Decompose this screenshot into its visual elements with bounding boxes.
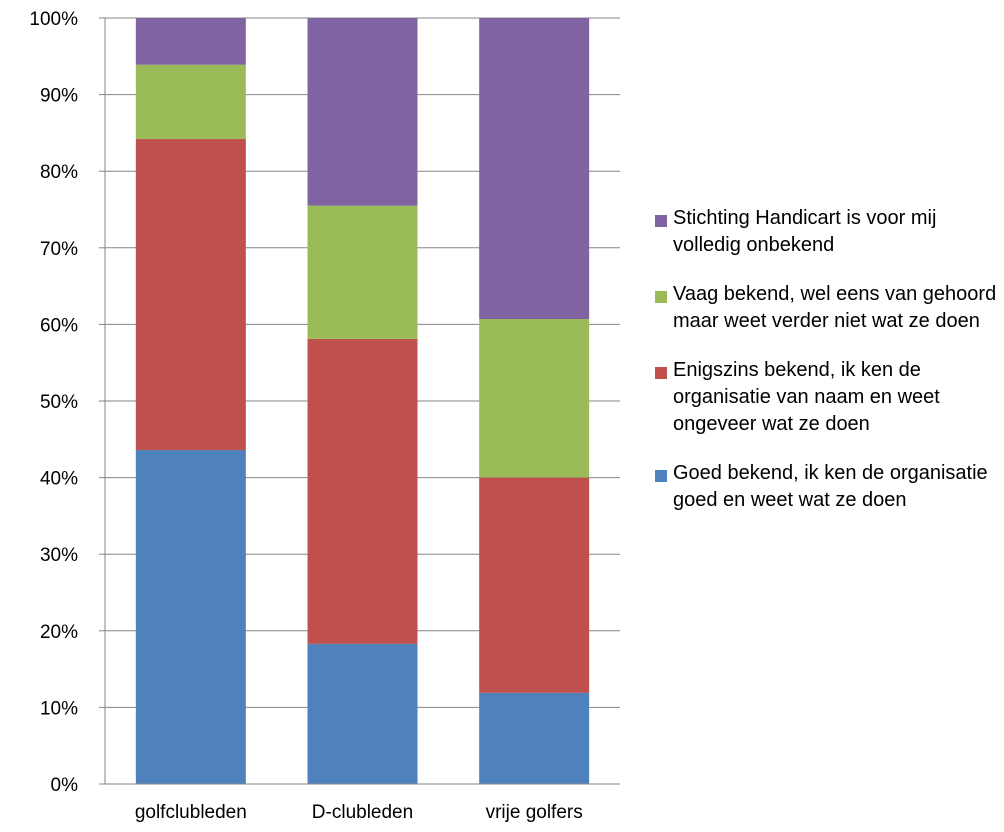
legend-label: Stichting Handicart is voor mij volledig…: [673, 207, 937, 256]
legend: Stichting Handicart is voor mij volledig…: [655, 205, 1000, 536]
y-tick-label: 80%: [40, 162, 78, 183]
x-tick-labels: golfclubleden D-clubleden vrije golfers: [135, 802, 583, 823]
legend-item: Stichting Handicart is voor mij volledig…: [655, 205, 1000, 259]
y-tick-label: 0%: [51, 775, 79, 796]
legend-item: Goed bekend, ik ken de organisatie goed …: [655, 460, 1000, 514]
legend-label: Goed bekend, ik ken de organisatie goed …: [673, 462, 988, 511]
bar-segment: [135, 64, 246, 140]
bars: [135, 18, 590, 784]
y-tick-labels: 0% 10% 20% 30% 40% 50% 60% 70% 80% 90% 100%: [29, 9, 78, 796]
y-tick-label: 20%: [40, 622, 78, 643]
y-tick-label: 40%: [40, 469, 78, 490]
bar-segment: [135, 18, 246, 65]
y-tick-label: 100%: [29, 9, 78, 30]
y-tick-label: 30%: [40, 545, 78, 566]
legend-label: Enigszins bekend, ik ken de organisatie …: [673, 359, 940, 435]
legend-swatch: [655, 291, 667, 303]
bar-segment: [307, 338, 418, 644]
y-tick-label: 70%: [40, 239, 78, 260]
y-tick-label: 90%: [40, 86, 78, 107]
bar-segment: [135, 139, 246, 451]
bar-segment: [307, 205, 418, 339]
x-tick-label: golfclubleden: [135, 802, 247, 823]
legend-item: Enigszins bekend, ik ken de organisatie …: [655, 357, 1000, 438]
bar-segment: [307, 643, 418, 784]
legend-swatch: [655, 215, 667, 227]
y-tick-label: 60%: [40, 315, 78, 336]
legend-item: Vaag bekend, wel eens van gehoord maar w…: [655, 281, 1000, 335]
x-tick-label: D-clubleden: [312, 802, 413, 823]
legend-label: Vaag bekend, wel eens van gehoord maar w…: [673, 283, 997, 332]
legend-swatch: [655, 470, 667, 482]
bar-segment: [479, 477, 590, 693]
bar-segment: [307, 18, 418, 206]
legend-swatch: [655, 367, 667, 379]
y-tick-label: 10%: [40, 698, 78, 719]
bar-segment: [479, 692, 590, 784]
bar-segment: [479, 319, 590, 478]
y-tick-label: 50%: [40, 392, 78, 413]
x-tick-label: vrije golfers: [486, 802, 583, 823]
axes: [104, 18, 620, 785]
stacked-bar-chart: 0% 10% 20% 30% 40% 50% 60% 70% 80% 90% 100% golfcl…: [29, 9, 620, 823]
bar-segment: [479, 18, 590, 320]
bar-segment: [135, 450, 246, 784]
